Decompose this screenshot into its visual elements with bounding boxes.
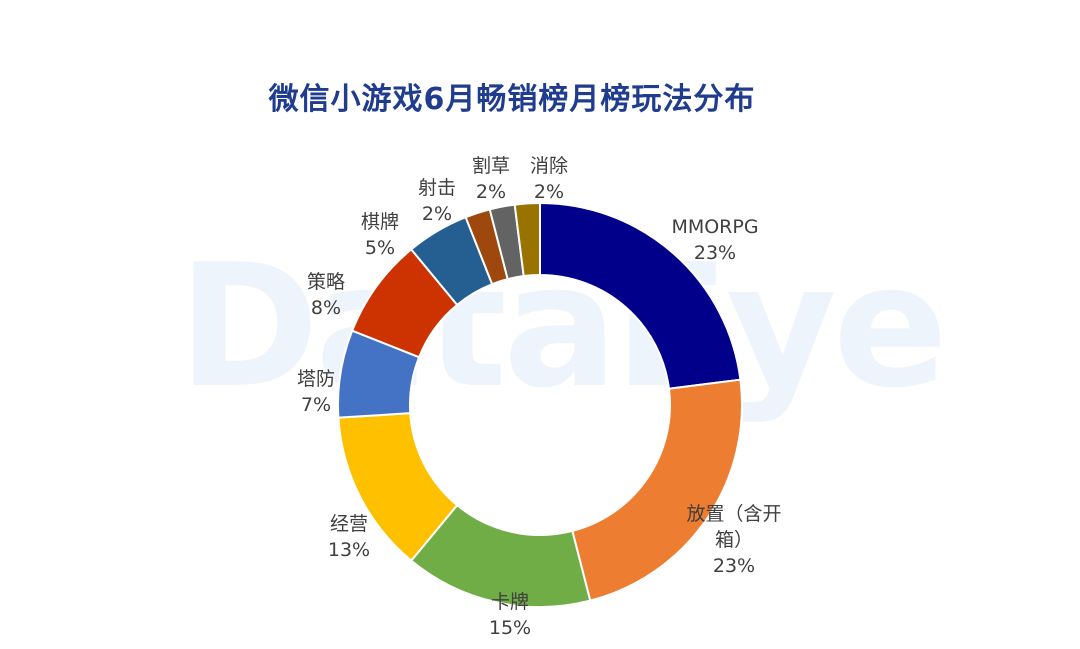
slice-label-3: 经营 13%	[328, 513, 370, 561]
slice-0	[539, 201, 742, 390]
slice-label-1: 放置（含开箱） 23%	[686, 503, 781, 577]
slice-label-2: 卡牌 15%	[489, 591, 531, 639]
slice-label-4: 塔防 7%	[297, 368, 335, 416]
slice-label-6: 棋牌 5%	[361, 211, 399, 259]
chart-title: 微信小游戏6月畅销榜月榜玩法分布	[268, 82, 756, 117]
slice-label-8: 割草 2%	[472, 155, 510, 203]
slice-9	[513, 201, 541, 278]
slice-label-7: 射击 2%	[418, 177, 456, 225]
slice-label-0: MMORPG 23%	[671, 216, 758, 264]
slice-1	[571, 378, 743, 602]
labels-group: MMORPG 23% 放置（含开箱） 23% 卡牌 15% 经营 13% 塔防 7% 策略 8% 棋牌 5…	[297, 155, 782, 639]
slice-label-9: 消除 2%	[530, 155, 568, 203]
slice-label-5: 策略 8%	[307, 271, 345, 319]
slices-group	[337, 201, 743, 608]
